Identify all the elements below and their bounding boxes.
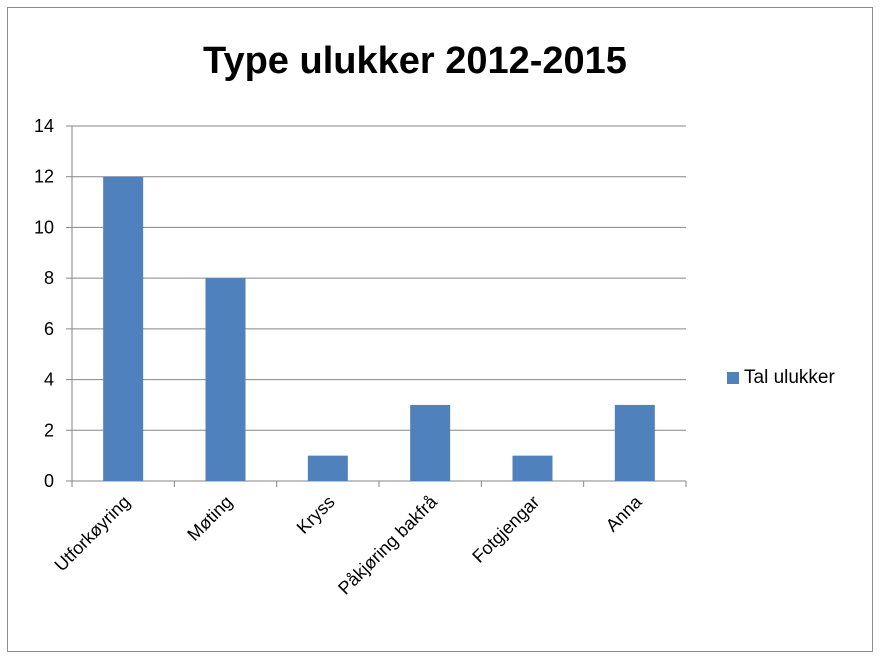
y-tick-label: 14 [34, 116, 54, 136]
y-tick-label: 4 [44, 370, 54, 390]
y-tick-label: 8 [44, 268, 54, 288]
bar [614, 404, 655, 481]
x-tick-label: Påkjøring bakfrå [334, 491, 442, 599]
bar [410, 404, 451, 481]
bar [512, 455, 553, 481]
bar [205, 278, 246, 481]
x-tick-label: Kryss [293, 492, 339, 538]
x-tick-label: Anna [602, 491, 647, 536]
x-tick-label: Fotgjengar [468, 492, 543, 567]
x-tick-label: Utforkøyring [51, 492, 134, 575]
x-tick-label: Møting [183, 492, 236, 545]
bar [103, 176, 144, 481]
legend: Tal ulukker [727, 367, 835, 389]
y-tick-label: 10 [34, 217, 54, 237]
legend-swatch [727, 372, 739, 384]
chart-title: Type ulukker 2012-2015 [203, 40, 627, 82]
y-tick-label: 6 [44, 319, 54, 339]
bar [307, 455, 348, 481]
y-tick-label: 2 [44, 420, 54, 440]
chart-frame [7, 7, 873, 652]
y-tick-label: 0 [44, 471, 54, 491]
legend-label: Tal ulukker [744, 367, 835, 388]
y-tick-label: 12 [34, 167, 54, 187]
